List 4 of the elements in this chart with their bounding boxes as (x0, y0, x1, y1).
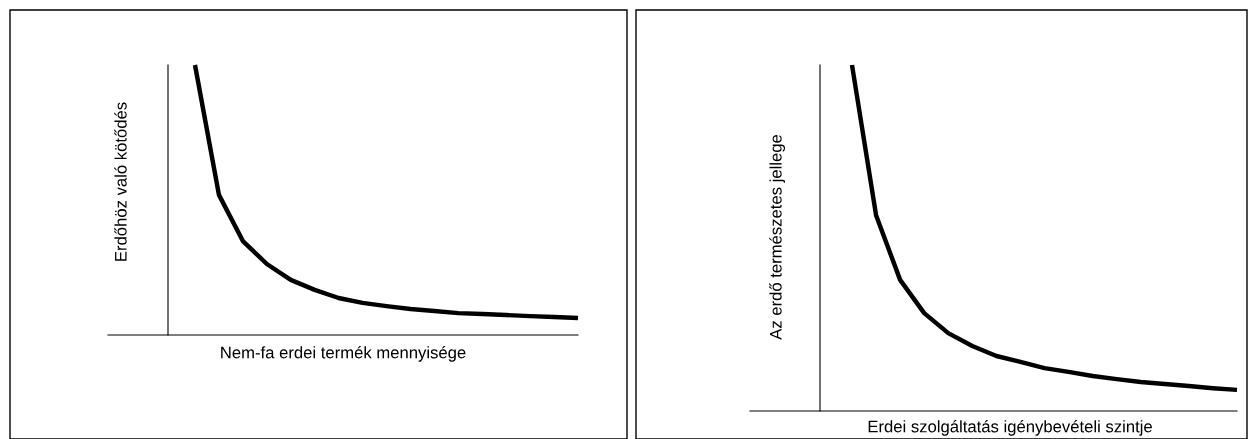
y-axis-title: Erdőhöz való kötődés (114, 102, 127, 261)
y-axis-title: Az erdő természetes jellege (769, 134, 785, 340)
x-axis-title: Nem-fa erdei termék mennyisége (221, 346, 466, 362)
x-axis-title: Erdei szolgáltatás igénybevételi szintje (868, 420, 1152, 436)
